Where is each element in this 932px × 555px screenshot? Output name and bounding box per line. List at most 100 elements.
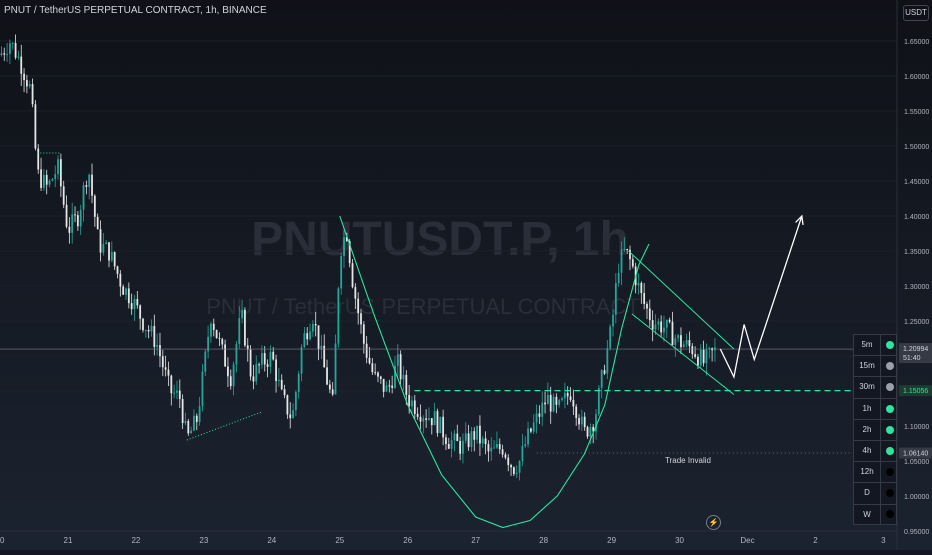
timeframe-row-15m[interactable]: 15m <box>853 355 897 377</box>
status-dot-icon <box>886 383 894 392</box>
x-tick-label: 26 <box>403 536 412 545</box>
candle-body <box>394 365 396 388</box>
timeframe-label: 1h <box>854 398 881 419</box>
candle-body <box>362 324 365 344</box>
candle-body <box>3 53 6 55</box>
candle-body <box>334 343 337 395</box>
candle-body <box>391 385 394 388</box>
y-tick-label: 1.10000 <box>904 424 929 431</box>
candle-body <box>439 416 442 434</box>
candle-body <box>99 229 102 253</box>
candle-body <box>436 411 439 434</box>
candle-body <box>470 431 473 448</box>
timeframe-row-w[interactable]: W <box>853 503 897 525</box>
x-tick-label: 22 <box>131 536 140 545</box>
candle-body <box>105 242 108 244</box>
candle-body <box>416 413 419 417</box>
candle-body <box>249 349 252 377</box>
flag-lower-line <box>631 313 735 395</box>
timeframe-label: 4h <box>854 440 881 462</box>
candle-body <box>110 252 113 261</box>
status-dot-icon <box>886 510 894 519</box>
candle-body <box>71 214 74 233</box>
candle-body <box>14 42 17 58</box>
x-tick-label: 28 <box>539 536 548 545</box>
candle-body <box>631 259 634 267</box>
candle-body <box>374 372 377 374</box>
timeframe-row-12h[interactable]: 12h <box>853 461 897 483</box>
candle-body <box>518 461 521 473</box>
candle-body <box>569 396 572 400</box>
candle-body <box>626 249 629 251</box>
candle-body <box>201 371 204 407</box>
candle-body <box>65 204 68 227</box>
candle-body <box>119 273 122 287</box>
candle-body <box>368 357 371 364</box>
candle-body <box>125 288 127 295</box>
candle-body <box>697 356 699 366</box>
candle-body <box>595 414 597 432</box>
candle-body <box>11 42 14 44</box>
candle-body <box>572 399 575 407</box>
candle-body <box>159 345 161 357</box>
candle-body <box>549 394 552 412</box>
candle-body <box>529 428 532 432</box>
candle-body <box>445 437 447 445</box>
candle-body <box>685 340 688 345</box>
timeframe-row-d[interactable]: D <box>853 482 897 504</box>
timeframe-row-1h[interactable]: 1h <box>853 397 897 419</box>
timeframe-row-2h[interactable]: 2h <box>853 418 897 440</box>
x-tick-label: 24 <box>267 536 276 545</box>
candle-body <box>82 185 85 210</box>
candle-body <box>122 286 125 295</box>
candle-body <box>535 413 538 423</box>
candle-body <box>637 282 640 286</box>
dotted-support-line <box>186 411 262 441</box>
candle-body <box>600 370 603 388</box>
candle-body <box>153 326 156 347</box>
candle-body <box>668 319 671 322</box>
candle-body <box>682 344 685 348</box>
candle-body <box>266 364 269 367</box>
candle-body <box>646 303 648 309</box>
candle-body <box>586 427 589 437</box>
candle-body <box>578 418 580 425</box>
candle-body <box>382 378 385 392</box>
candle-body <box>51 179 54 181</box>
candle-body <box>677 335 680 339</box>
timeframe-row-30m[interactable]: 30m <box>853 376 897 398</box>
candle-body <box>430 418 433 426</box>
lightning-icon[interactable]: ⚡ <box>706 515 721 530</box>
candle-body <box>323 345 326 368</box>
candle-body <box>643 293 646 304</box>
x-tick-label: 30 <box>675 536 684 545</box>
candle-body <box>193 415 195 431</box>
timeframe-row-5m[interactable]: 5m <box>853 334 897 356</box>
candle-body <box>42 174 45 188</box>
candle-body <box>31 84 34 105</box>
candle-body <box>244 309 246 346</box>
candle-body <box>546 394 549 405</box>
candle-body <box>538 413 541 417</box>
currency-button[interactable]: USDT <box>903 5 929 21</box>
candle-body <box>303 333 306 347</box>
candle-body <box>79 209 82 227</box>
candle-body <box>408 394 411 407</box>
x-tick-label: 29 <box>607 536 616 545</box>
candle-body <box>365 343 368 358</box>
candle-body <box>286 395 289 415</box>
candle-body <box>513 467 515 474</box>
candle-body <box>532 422 535 432</box>
candle-body <box>340 255 343 289</box>
candle-body <box>515 472 518 474</box>
candle-body <box>93 195 96 217</box>
candle-body <box>453 433 456 441</box>
candle-body <box>277 379 280 382</box>
candle-body <box>640 282 643 294</box>
timeframe-row-4h[interactable]: 4h <box>853 439 897 462</box>
candle-body <box>377 372 379 377</box>
candle-body <box>558 400 561 405</box>
candle-body <box>246 345 249 350</box>
